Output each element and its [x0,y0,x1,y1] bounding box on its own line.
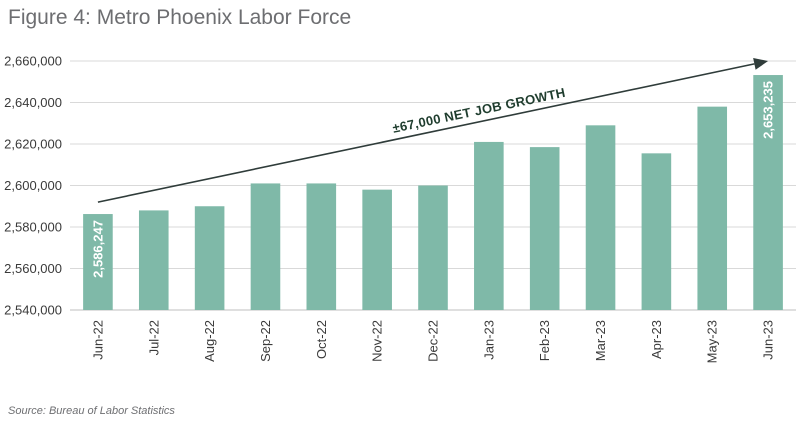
y-axis: 2,540,000 2,560,000 2,580,000 2,600,000 2,62… [4,54,62,318]
y-tick-label: 2,620,000 [4,137,62,152]
source-note: Source: Bureau of Labor Statistics [8,405,175,417]
chart-title: Figure 4: Metro Phoenix Labor Force [8,6,352,29]
bar-Jan-23 [474,141,504,310]
x-tick-label: Sep-22 [258,320,273,362]
growth-annotation-label: ±67,000 NET JOB GROWTH [391,85,567,136]
x-tick-label: Nov-22 [370,320,385,362]
x-tick-label: Jun-22 [90,320,105,360]
x-tick-label: Jun-23 [761,320,776,360]
bar-Feb-23 [529,147,560,310]
y-tick-label: 2,540,000 [4,303,62,318]
bar-Aug-22 [194,206,225,310]
y-tick-label: 2,600,000 [4,178,62,193]
data-label: 2,586,247 [90,220,105,278]
data-labels: 2,586,247 2,653,235 [90,81,775,278]
y-tick-label: 2,560,000 [4,261,62,276]
x-tick-label: Oct-22 [314,320,329,359]
x-axis: Jun-22 Jul-22 Aug-22 Sep-22 Oct-22 Nov-22 Dec-… [90,320,775,363]
x-tick-label: Aug-22 [202,320,217,362]
bar-Dec-22 [418,185,448,310]
y-tick-label: 2,580,000 [4,220,62,235]
x-tick-label: Dec-22 [426,320,441,362]
data-label: 2,653,235 [761,81,776,139]
x-tick-label: Jan-23 [481,320,496,360]
y-tick-label: 2,640,000 [4,95,62,110]
growth-arrow-head [753,58,769,70]
x-tick-label: May-23 [705,320,720,363]
x-tick-label: Apr-23 [649,320,664,359]
y-tick-label: 2,660,000 [4,54,62,69]
bar-May-23 [697,106,728,311]
bar-Mar-23 [585,125,616,310]
growth-arrow-line [97,63,755,203]
x-tick-label: Mar-23 [593,320,608,361]
bar-Nov-22 [362,189,392,310]
bar-Apr-23 [641,153,672,310]
bar-Jun-23 [753,75,783,310]
bars [83,75,783,311]
x-tick-label: Jul-22 [146,320,161,355]
x-tick-label: Feb-23 [537,320,552,361]
bar-Sep-22 [250,183,281,310]
bar-Jun-22 [83,214,113,310]
bar-Jul-22 [138,210,169,310]
bar-chart: 2,540,000 2,560,000 2,580,000 2,600,000 2,62… [4,54,796,363]
bar-Oct-22 [306,183,337,310]
